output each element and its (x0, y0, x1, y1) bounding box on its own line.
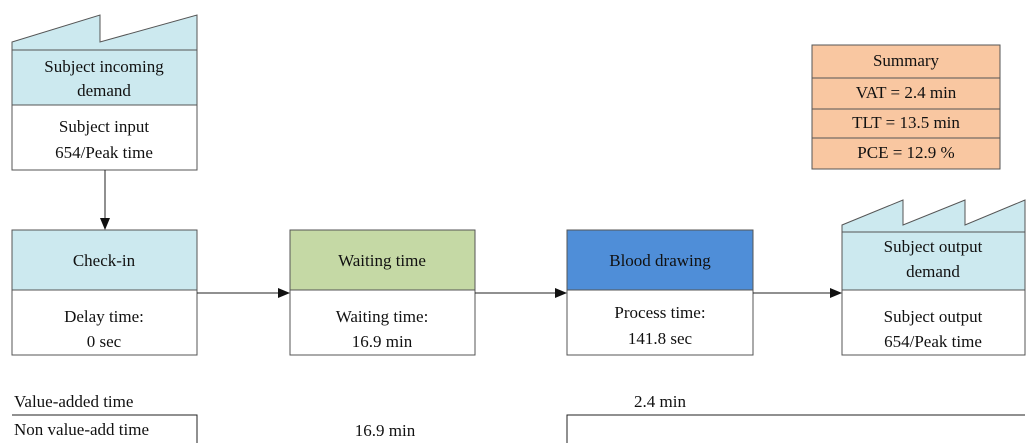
timeline-value: 2.4 min (634, 392, 686, 411)
process-body (566, 289, 754, 356)
sink-text: 654/Peak time (884, 332, 982, 351)
process-body (11, 289, 198, 356)
source-text: Subject input (59, 117, 149, 136)
process: Check-in Delay time: 0 sec (11, 229, 198, 356)
summary: Summary VAT = 2.4 min TLT = 13.5 min PCE… (811, 44, 1001, 170)
sink: Subject output demand Subject output 654… (841, 199, 1026, 356)
process-title: Check-in (73, 251, 136, 270)
process-text: 0 sec (87, 332, 122, 351)
source-text: 654/Peak time (55, 143, 153, 162)
timeline-label: Value-added time (14, 392, 133, 411)
summary-row (811, 77, 1001, 110)
process-header (566, 229, 754, 291)
process: Waiting time Waiting time: 16.9 min (289, 229, 476, 356)
sink-header (841, 231, 1026, 291)
source-body (11, 104, 198, 171)
process-body (289, 289, 476, 356)
process-title: Waiting time (338, 251, 426, 270)
process-text: 141.8 sec (628, 329, 693, 348)
summary-item: TLT = 13.5 min (852, 113, 960, 132)
source: Subject incoming demand Subject input 65… (11, 14, 198, 171)
process-title: Blood drawing (609, 251, 711, 270)
source-title: demand (77, 81, 131, 100)
source-title: Subject incoming (44, 57, 164, 76)
process-text: 16.9 min (352, 332, 413, 351)
process-text: Process time: (614, 303, 705, 322)
process: Blood drawing Process time: 141.8 sec (566, 229, 754, 356)
summary-title: Summary (873, 51, 940, 70)
timeline-value: 16.9 min (355, 421, 416, 440)
summary-item: PCE = 12.9 % (857, 143, 954, 162)
process-header (11, 229, 198, 291)
summary-row (811, 108, 1001, 139)
timeline-label: Non value-add time (14, 420, 149, 439)
process-header (289, 229, 476, 291)
process-text: Waiting time: (336, 307, 429, 326)
source-header (11, 49, 198, 106)
sink-body (841, 289, 1026, 356)
factory-roof (11, 14, 198, 51)
sink-text: Subject output (884, 307, 983, 326)
timeline-line (566, 414, 1025, 443)
sink-title: Subject output (884, 237, 983, 256)
timeline-line (12, 414, 198, 443)
process-text: Delay time: (64, 307, 144, 326)
summary-item: VAT = 2.4 min (856, 83, 957, 102)
factory-roof (841, 199, 1026, 233)
timeline: Value-added time Non value-add time 16.9… (12, 392, 1025, 443)
summary-row (811, 137, 1001, 170)
sink-title: demand (906, 262, 960, 281)
